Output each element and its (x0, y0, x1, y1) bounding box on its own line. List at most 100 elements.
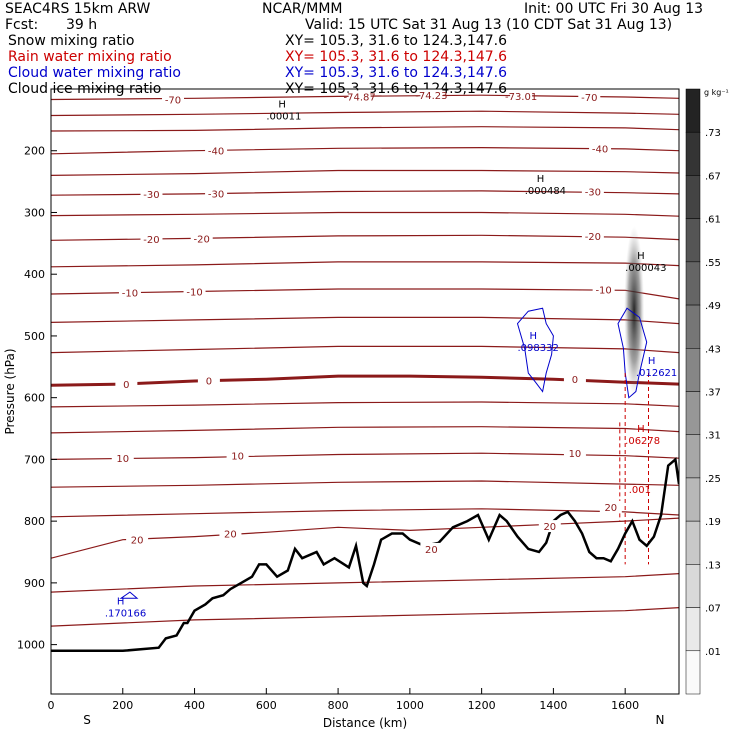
extremum-value: .012621 (636, 368, 677, 379)
colorbar-cell (685, 261, 701, 306)
colorbar-level: .73 (705, 128, 721, 139)
isotherm-line (51, 607, 679, 627)
colorbar-level: .49 (705, 301, 721, 312)
isotherm-line (51, 517, 679, 559)
extremum-value: .001 (629, 485, 651, 496)
colorbar-level: .67 (705, 171, 721, 182)
contour-label: -30 (208, 189, 224, 200)
colorbar-cell (685, 88, 701, 133)
colorbar-cell (685, 348, 701, 392)
plot-frame (50, 88, 680, 695)
field-xy: XY= 105.3, 31.6 to 124.3,147.6 (285, 49, 508, 65)
contour-label: 0 (206, 376, 212, 387)
contour-label: 0 (123, 380, 129, 391)
colorbar-level: .31 (705, 431, 721, 442)
contour-label-bg (578, 91, 601, 104)
valid-time: Valid: 15 UTC Sat 31 Aug 13 (10 CDT Sat … (305, 17, 673, 33)
colorbar-cell (685, 218, 701, 263)
x-tick-label: 1200 (468, 699, 496, 712)
cloud-water-contour (119, 591, 139, 599)
colorbar-cell (685, 175, 701, 219)
cloud-water-contour (516, 307, 554, 393)
terrain-line (51, 456, 679, 653)
contour-label: 20 (543, 522, 556, 533)
field-xy: XY= 105.3, 31.6 to 124.3,147.6 (285, 65, 508, 81)
colorbar-level: .25 (705, 474, 721, 485)
x-tick-label: 200 (112, 699, 133, 712)
x-tick-label: 600 (256, 699, 277, 712)
extremum-marker: H (117, 597, 125, 608)
contour-label: 20 (131, 536, 144, 547)
contour-label-bg (581, 185, 604, 198)
contour-label-bg (183, 285, 206, 298)
colorbar-level: .07 (705, 604, 721, 615)
y-tick-label: 700 (24, 453, 45, 466)
contour-label-bg (140, 187, 163, 200)
contour-label-bg (205, 187, 228, 200)
org-name: NCAR/MMM (262, 1, 343, 17)
extremum-marker: H (530, 331, 538, 342)
contour-label: -30 (585, 187, 601, 198)
contour-label: -70 (581, 93, 597, 104)
x-tick-label: 800 (328, 699, 349, 712)
contour-label: 10 (231, 452, 244, 463)
contour-label: -20 (143, 235, 159, 246)
north-label: N (656, 713, 665, 727)
y-tick-label: 500 (24, 330, 45, 343)
colorbar-level: .55 (705, 258, 721, 269)
contour-label-bg (111, 452, 134, 465)
field-name: Cloud water mixing ratio (8, 65, 181, 81)
contour-label-bg (592, 283, 615, 296)
extremum-value: .170166 (105, 609, 146, 620)
contour-label: -70 (165, 95, 181, 106)
colorbar-level: .01 (705, 647, 721, 658)
x-tick-label: 0 (48, 699, 55, 712)
contour-label-bg (115, 378, 138, 391)
contour-label: 0 (572, 375, 578, 386)
cloud-water-contour (617, 307, 648, 399)
isotherm-line (51, 401, 679, 408)
contour-label-bg (205, 144, 228, 157)
contour-label-bg (581, 229, 604, 242)
extremum-marker: H (637, 424, 645, 435)
contour-label-bg (140, 233, 163, 246)
colorbar-level: .37 (705, 388, 721, 399)
colorbar-cell (685, 520, 701, 565)
contour-label-bg (563, 373, 586, 386)
colorbar-cell (685, 564, 701, 608)
isotherm-line (51, 345, 679, 354)
colorbar-cell (685, 607, 701, 652)
extremum-marker: H (637, 251, 645, 262)
contour-label: 20 (224, 529, 237, 540)
fcst-label: Fcst: (5, 17, 39, 33)
isotherm-line (51, 211, 679, 217)
contour-label: -10 (595, 286, 611, 297)
contour-label-bg (348, 90, 371, 103)
contour-label-bg (126, 533, 149, 546)
extremum-marker: H (537, 174, 545, 185)
contour-label: -40 (208, 147, 224, 158)
y-tick-label: 600 (24, 392, 45, 405)
contour-label-bg (563, 447, 586, 460)
x-tick-label: 1600 (611, 699, 639, 712)
colorbar-cell (685, 434, 701, 479)
contour-label-bg (118, 286, 141, 299)
contour-label-bg (190, 232, 213, 245)
extremum-value: .06278 (625, 436, 660, 447)
colorbar-level: .19 (705, 517, 721, 528)
contour-label-bg (420, 89, 443, 102)
fcst-value: 39 h (66, 17, 98, 33)
extremum-marker: H (648, 356, 656, 367)
y-tick-label: 400 (24, 268, 45, 281)
x-axis-label: Distance (km) (323, 716, 407, 730)
y-tick-label: 300 (24, 206, 45, 219)
contour-label: -20 (585, 232, 601, 243)
colorbar-cell (685, 477, 701, 522)
y-tick-label: 1000 (17, 639, 45, 652)
colorbar-cell (685, 650, 701, 695)
contour-label-bg (197, 374, 220, 387)
field-xy: XY= 105.3, 31.6 to 124.3,147.6 (285, 33, 508, 49)
contour-label-bg (589, 142, 612, 155)
colorbar-cell (685, 391, 701, 435)
cloud-shading (624, 226, 645, 397)
